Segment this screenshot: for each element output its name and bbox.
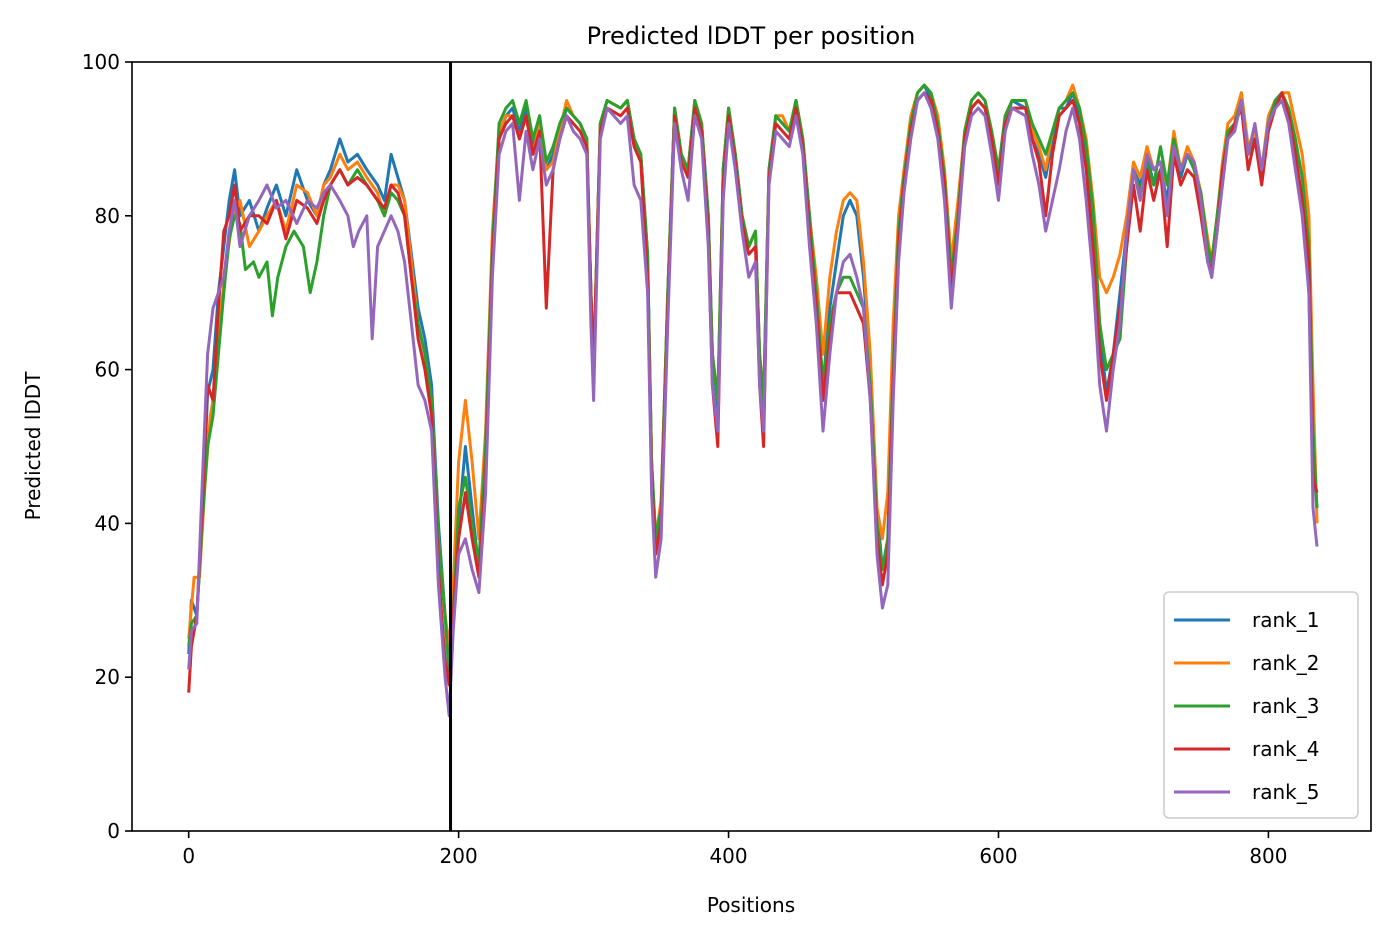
y-tick-label: 60: [95, 358, 120, 382]
x-tick-label: 400: [709, 844, 747, 868]
legend-label-rank_1: rank_1: [1252, 608, 1319, 632]
legend-label-rank_4: rank_4: [1252, 737, 1319, 761]
legend: rank_1 rank_2 rank_3 rank_4 rank_5: [1163, 591, 1359, 819]
legend-box: [1163, 591, 1359, 819]
x-axis-ticks: 0 200 400 600 800: [182, 831, 1288, 868]
x-axis-label: Positions: [707, 893, 795, 917]
x-tick-label: 200: [440, 844, 478, 868]
y-axis-label: Predicted lDDT: [21, 371, 45, 521]
y-tick-label: 0: [107, 819, 120, 843]
plot-lines: [187, 83, 1319, 718]
chart-title: Predicted lDDT per position: [587, 22, 916, 50]
series-line-rank_5: [187, 91, 1319, 718]
y-tick-label: 20: [95, 665, 120, 689]
x-tick-label: 600: [979, 844, 1017, 868]
legend-label-rank_5: rank_5: [1252, 780, 1319, 804]
x-tick-label: 800: [1249, 844, 1287, 868]
x-tick-label: 0: [182, 844, 195, 868]
plot-frame: [131, 61, 1372, 832]
y-tick-label: 80: [95, 204, 120, 228]
y-axis-ticks: 0 20 40 60 80 100: [82, 50, 132, 843]
y-tick-label: 40: [95, 511, 120, 535]
y-tick-label: 100: [82, 50, 120, 74]
legend-label-rank_2: rank_2: [1252, 651, 1319, 675]
legend-label-rank_3: rank_3: [1252, 694, 1319, 718]
